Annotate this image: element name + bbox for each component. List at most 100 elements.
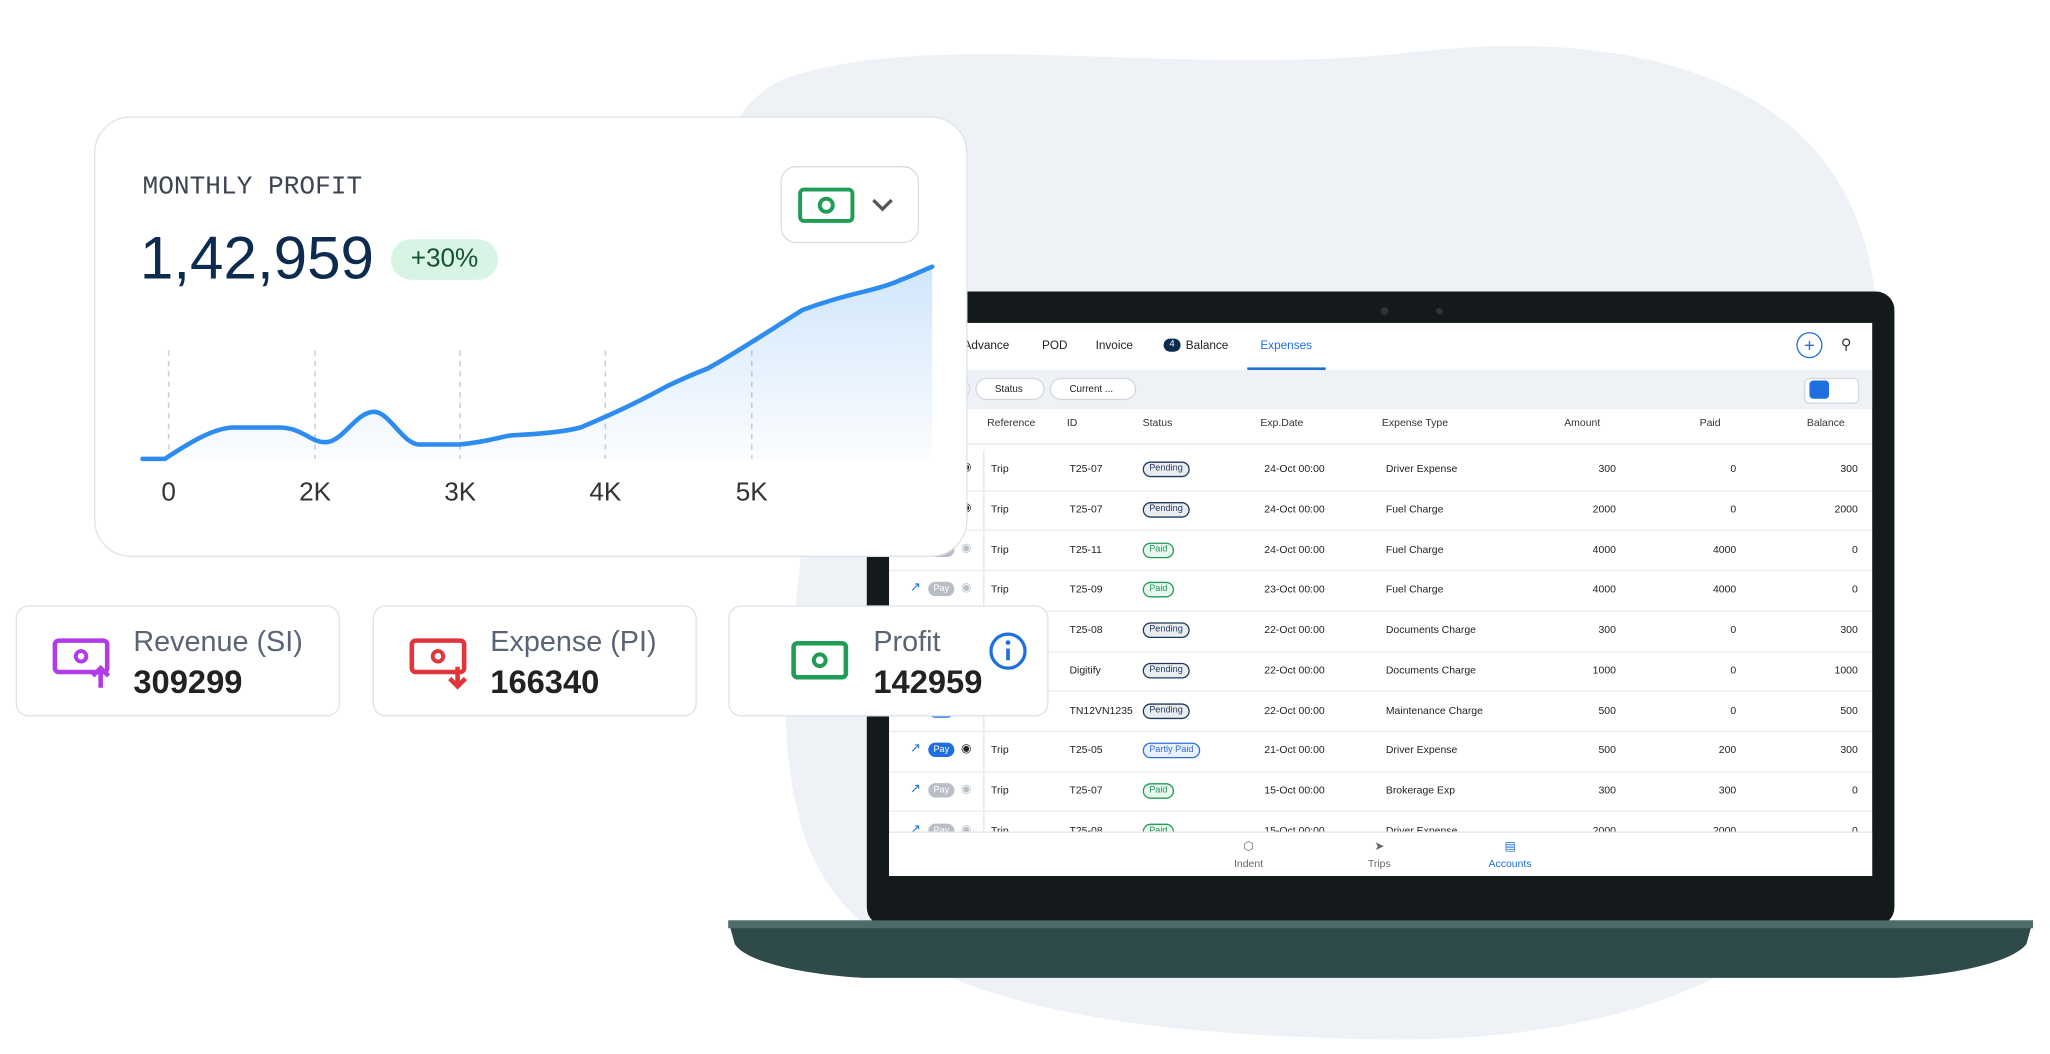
pay-button[interactable]: Pay <box>928 742 955 758</box>
cell-id: Digitify <box>1069 663 1101 676</box>
col-divider <box>983 489 985 530</box>
tab-underline <box>1247 367 1326 370</box>
edit-icon[interactable]: ↗ <box>909 581 921 596</box>
cell-date: 24-Oct 00:00 <box>1264 543 1325 556</box>
cell-type: Documents Charge <box>1385 663 1476 676</box>
cell-reference: Trip <box>991 463 1009 476</box>
cell-reference: Trip <box>991 784 1009 797</box>
view-icon[interactable]: ◉ <box>960 821 972 835</box>
expense-icon <box>409 638 468 690</box>
revenue-icon <box>52 638 111 688</box>
laptop-base <box>728 920 2034 978</box>
column-header: Expense Type <box>1381 417 1449 429</box>
tab[interactable]: POD <box>1041 338 1068 352</box>
edit-icon[interactable]: ↗ <box>909 781 921 797</box>
cell-date: 15-Oct 00:00 <box>1264 784 1325 797</box>
view-icon[interactable]: ◉ <box>960 540 972 555</box>
edit-icon[interactable]: ↗ <box>909 741 921 757</box>
view-icon[interactable]: ◉ <box>960 741 972 755</box>
add-button[interactable]: + <box>1796 332 1823 359</box>
pay-button[interactable]: Pay <box>928 582 955 597</box>
cell-type: Driver Expense <box>1385 744 1458 757</box>
tab-bar: ≡7AdvancePODInvoice4BalanceExpenses+⚲ <box>889 323 1873 372</box>
nav-icon[interactable]: ➤ <box>1374 839 1385 853</box>
profit-icon <box>791 640 849 680</box>
bottom-nav: ⬡ Indent ➤ Trips ▤ Accounts <box>889 831 1873 876</box>
info-icon[interactable] <box>988 631 1027 670</box>
tab[interactable]: Balance <box>1185 338 1229 352</box>
cell-balance: 300 <box>1840 744 1858 757</box>
search-icon[interactable]: ⚲ <box>1840 337 1852 353</box>
nav-icon[interactable]: ▤ <box>1504 839 1516 853</box>
cell-id: T25-07 <box>1069 503 1103 516</box>
view-icon[interactable]: ◉ <box>960 581 972 595</box>
x-label: 4K <box>589 478 622 508</box>
col-divider <box>983 770 985 811</box>
profit-card: MONTHLY PROFIT 1,42,959 +30% 0 2K 3K 4K 5K <box>94 116 968 557</box>
cell-type: Fuel Charge <box>1385 503 1444 516</box>
pay-button[interactable]: Pay <box>928 783 955 798</box>
cell-amount: 500 <box>1598 744 1616 757</box>
filter-chip[interactable]: Status <box>975 377 1045 401</box>
tab[interactable]: Invoice <box>1095 338 1133 352</box>
cell-date: 22-Oct 00:00 <box>1264 663 1325 676</box>
card-title: MONTHLY PROFIT <box>142 172 363 203</box>
cell-amount: 1000 <box>1592 663 1616 676</box>
tab[interactable]: Advance <box>963 338 1010 352</box>
stat-value: 142959 <box>873 664 983 701</box>
cell-id: T25-05 <box>1069 744 1103 757</box>
cell-paid: 300 <box>1718 784 1737 797</box>
row-line <box>889 690 1873 692</box>
sparkline-line <box>140 264 935 462</box>
tab[interactable]: Expenses <box>1260 338 1313 352</box>
base-edge <box>728 920 2034 929</box>
nav-label[interactable]: Trips <box>1367 857 1391 870</box>
col-divider <box>983 530 985 571</box>
edit-icon[interactable]: ↗ <box>909 821 921 837</box>
status-badge: Pending <box>1142 702 1190 719</box>
stat-card: Expense (PI) 166340 <box>372 605 697 717</box>
status-badge: Paid <box>1142 783 1175 799</box>
cell-amount: 300 <box>1598 784 1616 797</box>
cell-amount: 300 <box>1598 623 1616 636</box>
column-header: Balance <box>1806 417 1845 429</box>
filter-label: Current ... <box>1069 383 1114 395</box>
status-badge: Pending <box>1142 622 1190 639</box>
status-badge: Pending <box>1142 502 1190 518</box>
x-label: 3K <box>444 478 477 508</box>
view-icon[interactable]: ◉ <box>960 781 972 795</box>
row-line <box>889 730 1873 733</box>
cell-id: T25-08 <box>1069 623 1103 636</box>
x-label: 0 <box>161 478 176 508</box>
stat-value: 166340 <box>490 664 600 701</box>
cell-type: Driver Expense <box>1385 463 1458 476</box>
nav-label[interactable]: Accounts <box>1488 857 1532 870</box>
nav-label[interactable]: Indent <box>1234 857 1264 870</box>
stat-label: Profit <box>873 624 941 658</box>
stat-label: Expense (PI) <box>490 624 657 658</box>
cell-balance: 0 <box>1851 543 1858 556</box>
camera <box>1380 307 1389 316</box>
sparkline-area <box>142 266 933 459</box>
cell-amount: 300 <box>1598 463 1616 476</box>
cell-amount: 4000 <box>1592 583 1616 596</box>
column-header: Reference <box>987 417 1036 429</box>
cell-amount: 2000 <box>1592 824 1616 837</box>
status-badge: Pending <box>1142 461 1190 478</box>
cell-reference: Trip <box>991 824 1009 837</box>
cell-id: T25-07 <box>1069 784 1103 797</box>
cell-paid: 2000 <box>1712 824 1737 837</box>
cell-paid: 4000 <box>1712 583 1737 596</box>
stat-label: Revenue (SI) <box>133 624 303 658</box>
cell-date: 15-Oct 00:00 <box>1264 824 1325 837</box>
col-divider <box>983 810 985 852</box>
cell-date: 24-Oct 00:00 <box>1264 503 1325 516</box>
stat-value: 309299 <box>133 664 243 701</box>
row-line <box>889 530 1873 532</box>
header-line <box>889 443 1873 445</box>
row-line <box>889 610 1873 612</box>
filter-chip[interactable]: Current ... <box>1049 377 1137 401</box>
currency-dropdown[interactable] <box>780 166 920 244</box>
cell-paid: 200 <box>1718 744 1737 757</box>
nav-icon[interactable]: ⬡ <box>1243 839 1254 853</box>
